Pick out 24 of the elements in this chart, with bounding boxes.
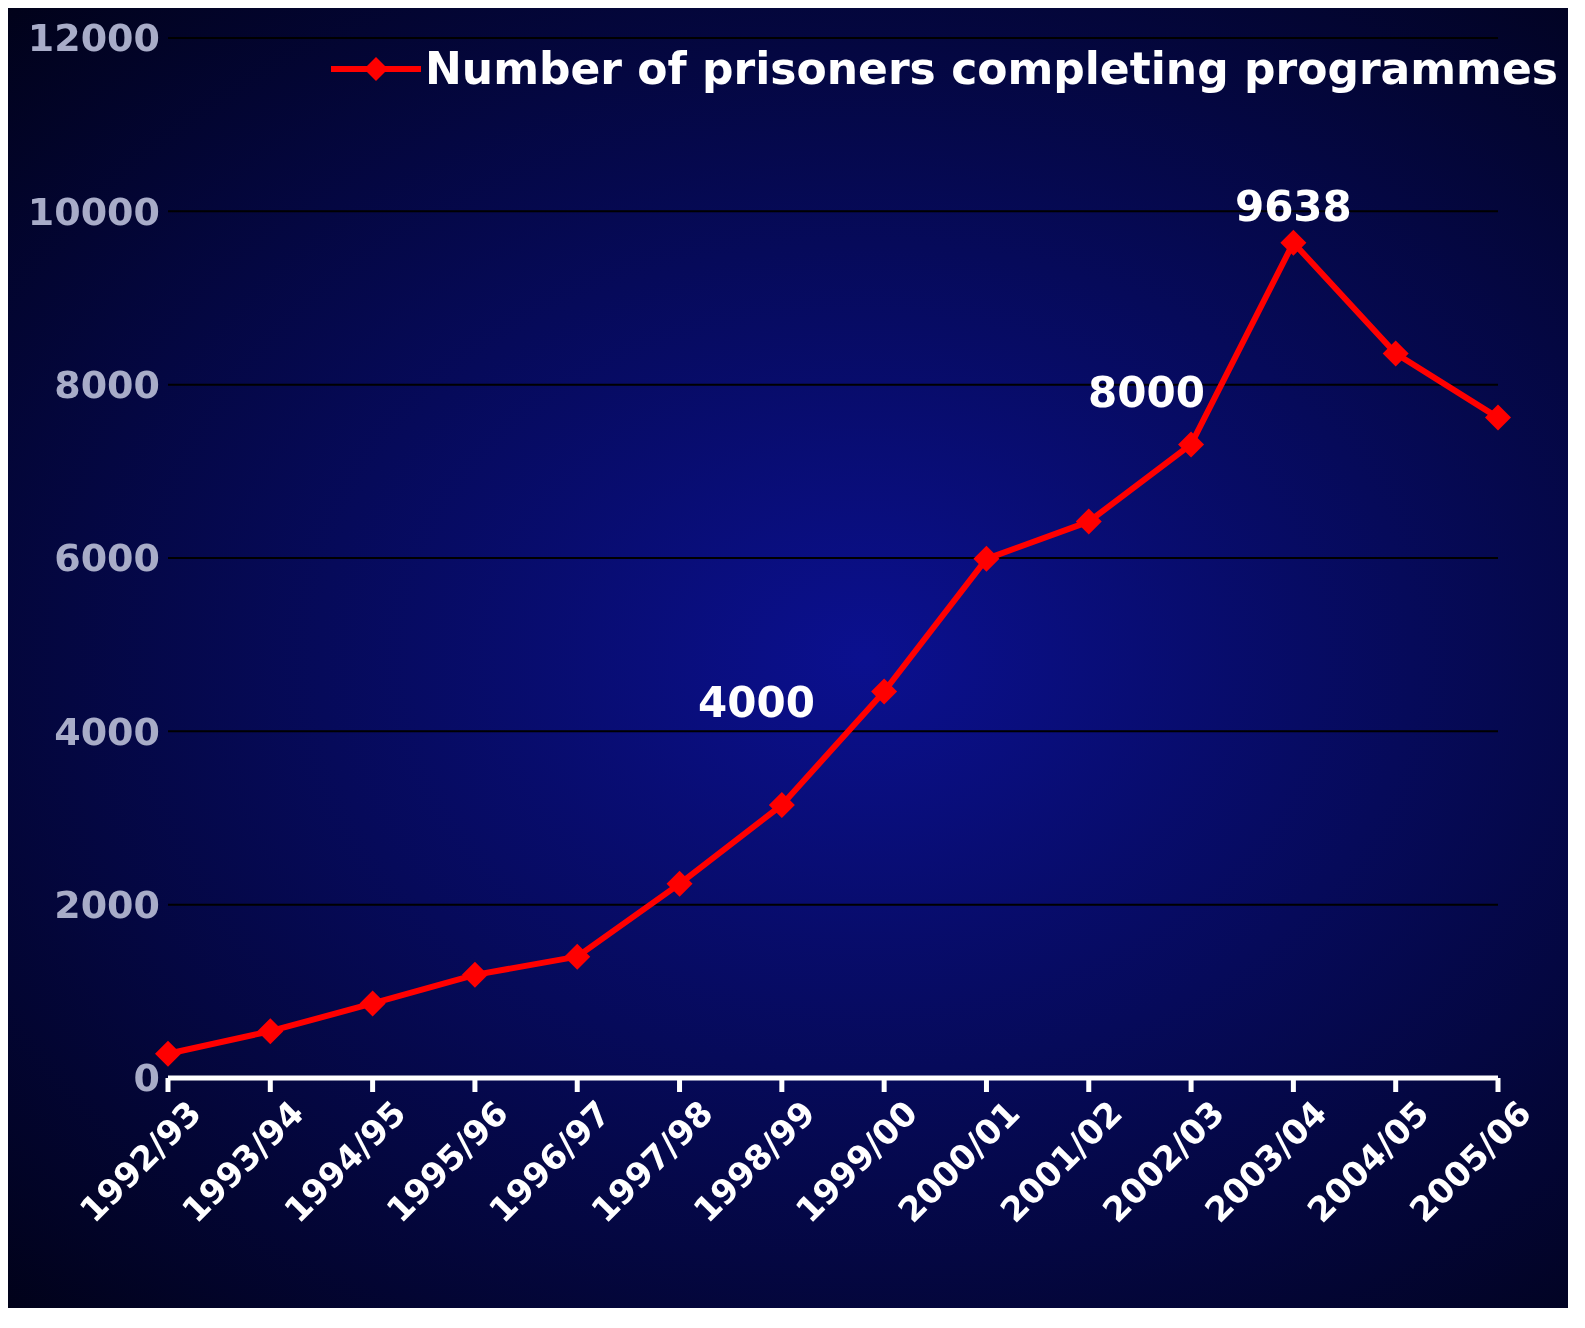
point (461, 961, 488, 988)
point (564, 943, 591, 970)
point (1485, 404, 1511, 431)
y-tick-label: 10000 (27, 189, 160, 234)
y-tick-label: 4000 (54, 709, 160, 754)
point (973, 545, 1000, 572)
y-tick-label: 12000 (27, 16, 160, 61)
annotation: 8000 (1088, 368, 1205, 417)
point (1178, 431, 1205, 458)
point (871, 678, 898, 705)
point (1075, 508, 1102, 535)
y-tick-label: 2000 (54, 883, 160, 928)
point (359, 990, 386, 1017)
point (1280, 229, 1307, 256)
point (666, 870, 693, 897)
point (768, 792, 795, 818)
point (1382, 340, 1409, 367)
y-tick-label: 0 (133, 1056, 160, 1101)
point (257, 1018, 284, 1045)
annotation: 9638 (1234, 181, 1352, 231)
y-tick-label: 8000 (54, 363, 160, 408)
legend-label: Number of prisoners completing programmes (425, 43, 1558, 94)
y-tick-label: 6000 (54, 536, 160, 581)
annotation: 4000 (698, 678, 815, 727)
